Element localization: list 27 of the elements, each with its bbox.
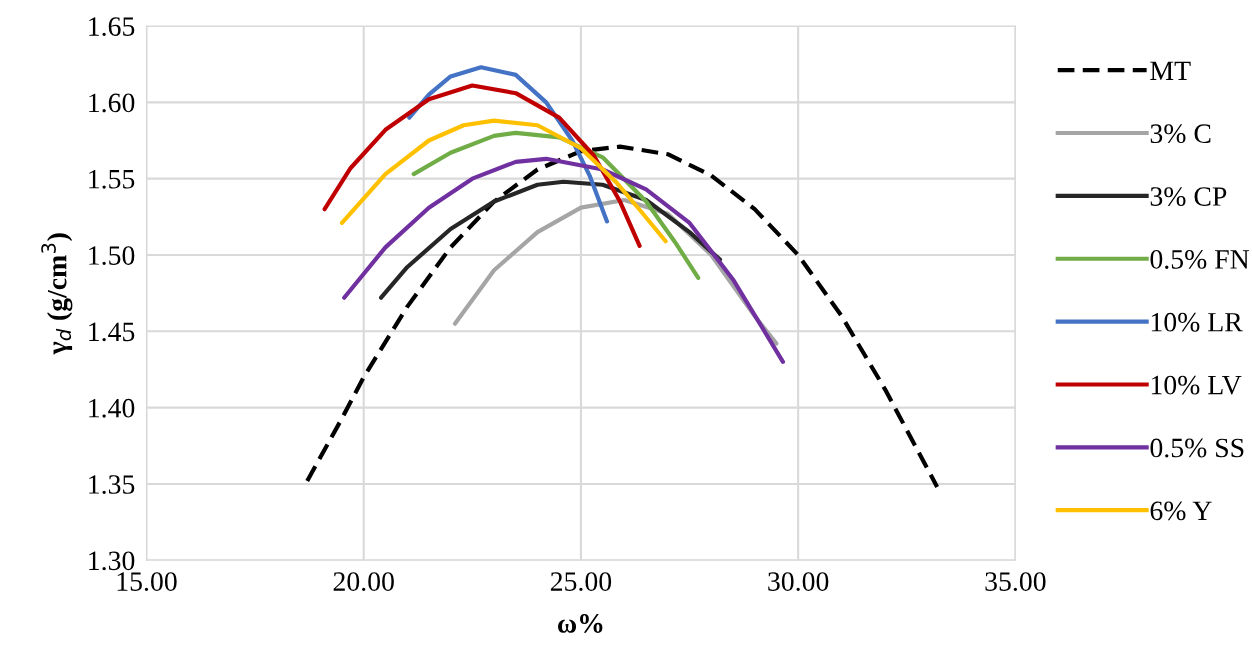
- y-tick-label: 1.40: [89, 398, 135, 418]
- legend-label: 0.5% SS: [1150, 438, 1244, 458]
- line-series: [342, 156, 786, 364]
- y-tick-label: 1.60: [89, 93, 135, 113]
- legend-label: 10% LR: [1151, 312, 1243, 332]
- y-tick-label: 1.50: [89, 246, 135, 266]
- legend-label: MT: [1150, 61, 1191, 80]
- line-series: [339, 118, 668, 244]
- legend-label: 3% C: [1150, 124, 1211, 144]
- y-tick-label: 1.30: [89, 551, 135, 571]
- x-tick-label: 20.00: [333, 572, 394, 592]
- legend-label: 10% LV: [1151, 375, 1242, 395]
- y-tick-label: 1.45: [89, 322, 135, 342]
- y-tick-label: 1.55: [89, 169, 135, 189]
- y-tick-label: 1.35: [89, 475, 135, 494]
- line-series: [322, 83, 642, 248]
- x-tick-label: 25.00: [550, 572, 612, 592]
- legend-label: 6% Y: [1150, 501, 1212, 521]
- legend-label: 0.5% FN: [1150, 250, 1250, 269]
- y-axis-title: γ$_{d}$ (g/cm$^{3}$): [41, 233, 73, 355]
- line-series: [305, 144, 940, 490]
- x-axis-title: ω%: [558, 614, 603, 633]
- x-tick-label: 30.00: [768, 572, 829, 592]
- x-tick-label: 15.00: [117, 572, 177, 592]
- x-tick-label: 35.00: [985, 572, 1046, 592]
- y-tick-label: 1.65: [89, 17, 135, 37]
- legend-label: 3% CP: [1150, 187, 1227, 206]
